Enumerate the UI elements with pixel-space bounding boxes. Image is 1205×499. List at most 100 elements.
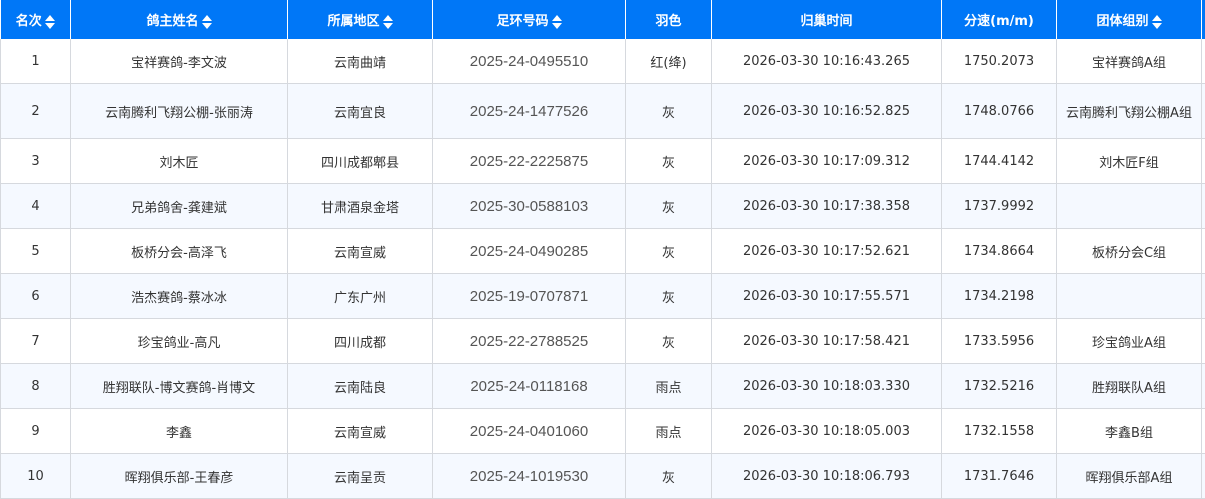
cell-owner-name: 珍宝鸽业-高凡 <box>70 318 288 364</box>
column-header-label: 所属地区 <box>327 14 380 29</box>
cell-team-group: 刘木匠F组 <box>1056 138 1202 184</box>
cell-feather-color: 灰 <box>625 183 712 229</box>
cell-region: 云南宣威 <box>287 408 433 454</box>
cell-owner-name: 晖翔俱乐部-王春彦 <box>70 453 288 499</box>
cell-owner-name: 刘木匠 <box>70 138 288 184</box>
table-header: 名次 鸽主姓名 所属地区 足环号码 羽色 归巢时间 分速(m/m) 团体组别 <box>0 0 1205 39</box>
cell-rank: 10 <box>0 453 71 499</box>
column-header-region[interactable]: 所属地区 <box>287 0 433 39</box>
cell-region: 四川成都郫县 <box>287 138 433 184</box>
cell-speed: 1734.8664 <box>941 228 1057 274</box>
cell-owner-name: 云南腾利飞翔公棚-张丽涛 <box>70 83 288 139</box>
cell-owner-name: 胜翔联队-博文赛鸽-肖博文 <box>70 363 288 409</box>
cell-region: 云南宜良 <box>287 83 433 139</box>
cell-owner-name: 浩杰赛鸽-蔡冰冰 <box>70 273 288 319</box>
cell-ring-number: 2025-22-2225875 <box>432 138 626 184</box>
cell-feather-color: 灰 <box>625 138 712 184</box>
cell-team-group <box>1056 183 1202 229</box>
cell-speed: 1734.2198 <box>941 273 1057 319</box>
cell-feather-color: 雨点 <box>625 363 712 409</box>
cell-team-group: 宝祥赛鸽A组 <box>1056 39 1202 84</box>
column-header-ring-number[interactable]: 足环号码 <box>432 0 626 39</box>
cell-rank: 2 <box>0 83 71 139</box>
cell-team-group: 云南腾利飞翔公棚A组 <box>1056 83 1202 139</box>
column-header-label: 分速(m/m) <box>964 14 1034 29</box>
sort-icon[interactable] <box>382 14 393 29</box>
cell-extra <box>1201 273 1205 319</box>
cell-owner-name: 板桥分会-高泽飞 <box>70 228 288 274</box>
cell-feather-color: 红(绛) <box>625 39 712 84</box>
column-header-rank[interactable]: 名次 <box>0 0 71 39</box>
sort-icon[interactable] <box>551 14 562 29</box>
cell-feather-color: 灰 <box>625 228 712 274</box>
cell-extra <box>1201 39 1205 84</box>
table-row[interactable]: 10 晖翔俱乐部-王春彦 云南呈贡 2025-24-1019530 灰 2026-03-3… <box>0 453 1205 499</box>
cell-ring-number: 2025-19-0707871 <box>432 273 626 319</box>
cell-feather-color: 灰 <box>625 273 712 319</box>
cell-extra <box>1201 228 1205 274</box>
table-row[interactable]: 8 胜翔联队-博文赛鸽-肖博文 云南陆良 2025-24-0118168 雨点 2026-… <box>0 363 1205 409</box>
cell-rank: 9 <box>0 408 71 454</box>
cell-region: 云南宣威 <box>287 228 433 274</box>
cell-ring-number: 2025-24-0495510 <box>432 39 626 84</box>
cell-team-group: 李鑫B组 <box>1056 408 1202 454</box>
table-row[interactable]: 2 云南腾利飞翔公棚-张丽涛 云南宜良 2025-24-1477526 灰 2026-03… <box>0 83 1205 139</box>
column-header-label: 团体组别 <box>1096 14 1149 29</box>
cell-arrival-time: 2026-03-30 10:18:03.330 <box>711 363 942 409</box>
table-row[interactable]: 6 浩杰赛鸽-蔡冰冰 广东广州 2025-19-0707871 灰 2026-03-30 … <box>0 273 1205 319</box>
cell-rank: 3 <box>0 138 71 184</box>
cell-rank: 7 <box>0 318 71 364</box>
cell-team-group: 板桥分会C组 <box>1056 228 1202 274</box>
table-row[interactable]: 9 李鑫 云南宣威 2025-24-0401060 雨点 2026-03-30 10:18… <box>0 408 1205 454</box>
table-row[interactable]: 3 刘木匠 四川成都郫县 2025-22-2225875 灰 2026-03-30 10:… <box>0 138 1205 184</box>
table-row[interactable]: 4 兄弟鸽舍-龚建斌 甘肃酒泉金塔 2025-30-0588103 灰 2026-03-3… <box>0 183 1205 229</box>
cell-team-group: 珍宝鸽业A组 <box>1056 318 1202 364</box>
cell-speed: 1733.5956 <box>941 318 1057 364</box>
cell-extra <box>1201 318 1205 364</box>
cell-rank: 5 <box>0 228 71 274</box>
cell-speed: 1737.9992 <box>941 183 1057 229</box>
cell-feather-color: 雨点 <box>625 408 712 454</box>
sort-icon[interactable] <box>1151 14 1162 29</box>
cell-speed: 1732.5216 <box>941 363 1057 409</box>
cell-arrival-time: 2026-03-30 10:18:06.793 <box>711 453 942 499</box>
cell-extra <box>1201 408 1205 454</box>
cell-arrival-time: 2026-03-30 10:16:52.825 <box>711 83 942 139</box>
cell-extra <box>1201 363 1205 409</box>
cell-region: 甘肃酒泉金塔 <box>287 183 433 229</box>
cell-region: 云南陆良 <box>287 363 433 409</box>
cell-arrival-time: 2026-03-30 10:17:52.621 <box>711 228 942 274</box>
column-header-team-group[interactable]: 团体组别 <box>1056 0 1202 39</box>
cell-arrival-time: 2026-03-30 10:18:05.003 <box>711 408 942 454</box>
cell-extra <box>1201 138 1205 184</box>
cell-ring-number: 2025-24-0490285 <box>432 228 626 274</box>
column-header-owner-name[interactable]: 鸽主姓名 <box>70 0 288 39</box>
column-header-speed: 分速(m/m) <box>941 0 1057 39</box>
column-header-extra <box>1201 0 1205 39</box>
table-row[interactable]: 5 板桥分会-高泽飞 云南宣威 2025-24-0490285 灰 2026-03-30 … <box>0 228 1205 274</box>
cell-rank: 8 <box>0 363 71 409</box>
column-header-feather-color: 羽色 <box>625 0 712 39</box>
cell-owner-name: 兄弟鸽舍-龚建斌 <box>70 183 288 229</box>
cell-team-group: 晖翔俱乐部A组 <box>1056 453 1202 499</box>
table-row[interactable]: 7 珍宝鸽业-高凡 四川成都 2025-22-2788525 灰 2026-03-30 1… <box>0 318 1205 364</box>
cell-ring-number: 2025-30-0588103 <box>432 183 626 229</box>
cell-extra <box>1201 83 1205 139</box>
cell-ring-number: 2025-24-0401060 <box>432 408 626 454</box>
cell-speed: 1744.4142 <box>941 138 1057 184</box>
sort-icon[interactable] <box>201 14 212 29</box>
cell-feather-color: 灰 <box>625 453 712 499</box>
cell-feather-color: 灰 <box>625 318 712 364</box>
cell-ring-number: 2025-22-2788525 <box>432 318 626 364</box>
cell-feather-color: 灰 <box>625 83 712 139</box>
cell-team-group <box>1056 273 1202 319</box>
column-header-label: 归巢时间 <box>800 14 853 29</box>
cell-arrival-time: 2026-03-30 10:17:58.421 <box>711 318 942 364</box>
table-row[interactable]: 1 宝祥赛鸽-李文波 云南曲靖 2025-24-0495510 红(绛) 2026-03-… <box>0 39 1205 84</box>
cell-ring-number: 2025-24-1477526 <box>432 83 626 139</box>
cell-extra <box>1201 183 1205 229</box>
cell-rank: 1 <box>0 39 71 84</box>
column-header-label: 足环号码 <box>496 14 549 29</box>
cell-team-group: 胜翔联队A组 <box>1056 363 1202 409</box>
sort-icon[interactable] <box>44 14 55 29</box>
